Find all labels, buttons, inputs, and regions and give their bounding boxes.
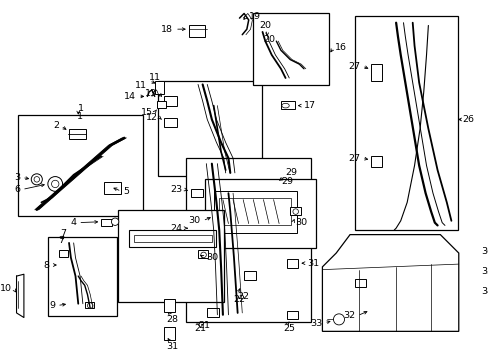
Bar bbox=[163, 118, 177, 127]
Text: 25: 25 bbox=[283, 324, 295, 333]
Text: 6: 6 bbox=[14, 185, 20, 194]
Bar bbox=[207, 308, 219, 316]
Text: 2: 2 bbox=[53, 121, 59, 130]
Bar bbox=[59, 250, 68, 257]
Text: 33: 33 bbox=[309, 319, 322, 328]
Bar bbox=[163, 327, 175, 339]
Circle shape bbox=[51, 180, 59, 188]
Text: 27: 27 bbox=[347, 154, 360, 163]
Text: 22: 22 bbox=[233, 294, 245, 303]
Text: 28: 28 bbox=[166, 315, 178, 324]
Bar bbox=[69, 129, 85, 139]
Circle shape bbox=[87, 303, 93, 308]
Bar bbox=[158, 81, 261, 176]
Text: 26: 26 bbox=[462, 115, 473, 124]
Bar bbox=[205, 179, 315, 248]
Bar bbox=[253, 13, 328, 85]
Circle shape bbox=[111, 218, 119, 225]
Circle shape bbox=[34, 176, 40, 182]
Bar bbox=[154, 81, 163, 94]
Bar bbox=[84, 302, 94, 308]
Bar bbox=[129, 230, 216, 247]
Text: 11: 11 bbox=[135, 81, 147, 90]
Circle shape bbox=[292, 209, 298, 214]
Bar bbox=[370, 156, 382, 167]
Text: 10: 10 bbox=[0, 284, 12, 293]
Text: 32: 32 bbox=[343, 311, 355, 320]
Text: 14: 14 bbox=[124, 92, 136, 101]
Text: 27: 27 bbox=[347, 62, 360, 71]
Bar bbox=[133, 235, 211, 242]
Bar bbox=[190, 189, 202, 197]
Text: 21: 21 bbox=[198, 321, 210, 330]
Text: 20: 20 bbox=[259, 21, 271, 30]
Bar bbox=[354, 279, 365, 287]
Bar bbox=[163, 96, 177, 105]
Text: 29: 29 bbox=[285, 168, 297, 177]
Bar bbox=[19, 115, 142, 216]
Ellipse shape bbox=[281, 103, 289, 108]
Circle shape bbox=[333, 314, 344, 325]
Text: 20: 20 bbox=[263, 35, 274, 44]
Bar bbox=[370, 64, 382, 81]
Text: 12: 12 bbox=[145, 113, 157, 122]
Bar bbox=[244, 271, 256, 280]
Bar bbox=[354, 16, 457, 230]
Bar bbox=[185, 158, 311, 322]
Text: 17: 17 bbox=[304, 101, 315, 110]
Text: 30: 30 bbox=[294, 218, 306, 227]
Text: 23: 23 bbox=[170, 185, 182, 194]
Text: 30: 30 bbox=[206, 253, 218, 262]
Bar bbox=[213, 191, 296, 233]
Text: 22: 22 bbox=[237, 292, 249, 301]
Text: 7: 7 bbox=[59, 237, 64, 246]
Circle shape bbox=[461, 267, 470, 276]
Bar bbox=[281, 101, 294, 109]
Bar bbox=[48, 237, 117, 316]
Text: 24: 24 bbox=[170, 224, 182, 233]
Text: 31: 31 bbox=[307, 259, 319, 268]
Text: 35: 35 bbox=[480, 267, 488, 276]
Text: 1: 1 bbox=[78, 104, 84, 113]
Circle shape bbox=[48, 176, 62, 191]
Bar bbox=[198, 250, 208, 258]
Text: 36: 36 bbox=[480, 247, 488, 256]
Bar bbox=[190, 225, 202, 234]
Bar bbox=[289, 207, 301, 215]
Text: 13: 13 bbox=[145, 89, 157, 98]
Text: 31: 31 bbox=[166, 342, 178, 351]
Bar bbox=[163, 299, 175, 312]
Text: 15: 15 bbox=[141, 108, 153, 117]
Circle shape bbox=[31, 174, 42, 185]
Bar bbox=[287, 311, 298, 319]
Text: 18: 18 bbox=[161, 24, 173, 33]
Bar bbox=[460, 285, 476, 297]
Text: 3: 3 bbox=[14, 173, 20, 182]
Text: 29: 29 bbox=[281, 176, 293, 185]
Text: 7: 7 bbox=[60, 229, 66, 238]
Bar bbox=[104, 182, 121, 194]
Text: 5: 5 bbox=[123, 187, 129, 196]
Text: 30: 30 bbox=[188, 216, 201, 225]
Bar bbox=[101, 219, 112, 226]
Bar bbox=[287, 260, 298, 268]
Text: 16: 16 bbox=[335, 43, 346, 52]
Text: 11: 11 bbox=[149, 73, 161, 82]
Text: 19: 19 bbox=[248, 12, 260, 21]
Text: 34: 34 bbox=[480, 287, 488, 296]
Text: 4: 4 bbox=[70, 218, 76, 227]
Text: 1: 1 bbox=[77, 112, 83, 121]
Circle shape bbox=[201, 252, 206, 258]
Text: 8: 8 bbox=[43, 261, 50, 270]
Bar bbox=[460, 242, 476, 262]
Bar bbox=[118, 210, 224, 302]
Bar bbox=[156, 101, 165, 108]
Text: 9: 9 bbox=[49, 301, 55, 310]
Bar bbox=[188, 26, 205, 36]
Text: 21: 21 bbox=[193, 324, 205, 333]
Bar bbox=[219, 198, 290, 225]
